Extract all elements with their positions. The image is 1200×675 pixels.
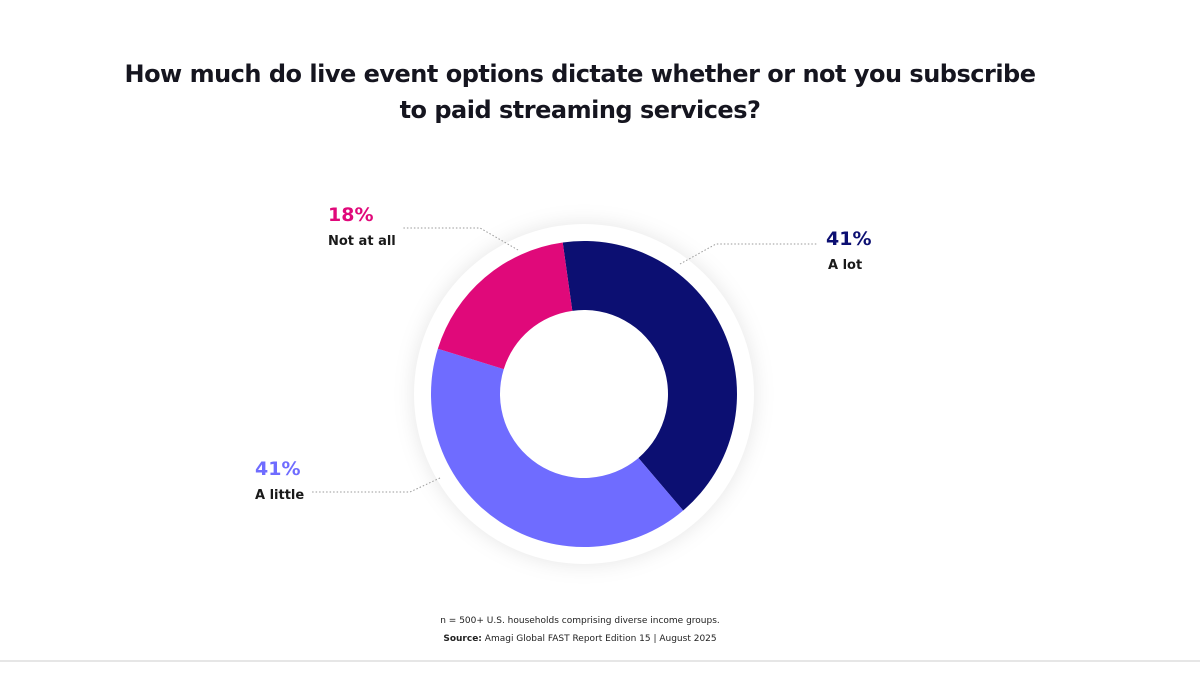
leader-lines	[312, 227, 818, 493]
chart-title-line-2: to paid streaming services?	[399, 96, 761, 124]
source-text: Amagi Global FAST Report Edition 15 | Au…	[484, 634, 717, 644]
donut-slice-a-little	[431, 348, 684, 547]
slice-not-at-all-percent: 18%	[328, 204, 374, 226]
donut-slice-not-at-all	[437, 242, 573, 370]
leader-line-a-little	[312, 477, 441, 493]
donut-chart	[312, 227, 818, 547]
sample-footnote: n = 500+ U.S. households comprising dive…	[440, 616, 720, 626]
source-footnote: Source: Amagi Global FAST Report Edition…	[300, 634, 860, 644]
slice-a-lot-label: A lot	[828, 258, 863, 273]
leader-line-not-at-all	[402, 227, 519, 251]
chart-title-line-1: How much do live event options dictate w…	[124, 60, 1036, 88]
slice-not-at-all-label: Not at all	[328, 234, 396, 249]
donut-slice-a-lot	[562, 241, 738, 511]
donut-slices	[431, 241, 738, 547]
chart-title: How much do live event options dictate w…	[120, 56, 1040, 128]
slice-a-little-label: A little	[255, 488, 305, 503]
source-label: Source:	[443, 634, 482, 644]
slice-a-little-percent: 41%	[255, 458, 301, 480]
leader-line-a-lot	[679, 243, 818, 265]
slice-a-lot-percent: 41%	[826, 228, 872, 250]
